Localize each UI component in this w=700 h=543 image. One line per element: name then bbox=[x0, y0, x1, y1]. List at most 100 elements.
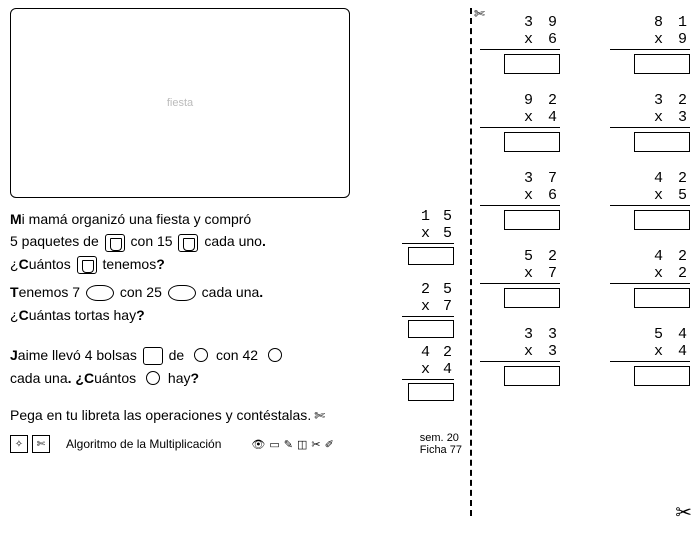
bold-dot: . ¿ bbox=[68, 370, 84, 386]
instruction-line: Pega en tu libreta las operaciones y con… bbox=[10, 407, 462, 424]
multiplier: x 2 bbox=[610, 265, 690, 284]
multiplier: x 7 bbox=[402, 298, 454, 317]
ficha-label: Ficha bbox=[420, 444, 447, 456]
footer-icon: ✄ bbox=[32, 435, 50, 453]
practice-row: 5 2x 74 2x 2 bbox=[480, 248, 690, 308]
problem-3-calc: 4 2 x 4 bbox=[402, 344, 462, 401]
practice-row: 3 9x 6 8 1x 9 bbox=[480, 14, 690, 74]
answer-box[interactable] bbox=[504, 54, 560, 74]
multiplicand: 3 2 bbox=[610, 92, 690, 109]
text: enemos 7 bbox=[19, 284, 84, 300]
bold-letter: C bbox=[19, 256, 29, 272]
problem-2: Tenemos 7 con 25 cada una. ¿Cuántas tort… bbox=[10, 281, 462, 338]
bold-qmark: ? bbox=[190, 370, 199, 386]
bold-dot: . bbox=[307, 407, 311, 423]
party-illustration: fiesta bbox=[10, 8, 350, 198]
answer-box[interactable] bbox=[634, 132, 690, 152]
text: ¿ bbox=[10, 256, 19, 272]
balloon-icon bbox=[190, 347, 210, 365]
answer-box[interactable] bbox=[504, 132, 560, 152]
multiplicand: 3 9 bbox=[480, 14, 560, 31]
answer-box[interactable] bbox=[634, 54, 690, 74]
answer-box[interactable] bbox=[504, 210, 560, 230]
glue-icon: ◫ bbox=[297, 438, 307, 451]
practice-row: 3 7x 64 2x 5 bbox=[480, 170, 690, 230]
bold-letter: C bbox=[84, 370, 94, 386]
text: cada una bbox=[198, 284, 260, 300]
practice-calc: 9 2x 4 bbox=[480, 92, 560, 152]
practice-calc: 3 2x 3 bbox=[610, 92, 690, 152]
illustration-placeholder: fiesta bbox=[167, 97, 193, 109]
cup-icon bbox=[105, 234, 125, 252]
problem-1-text: Mi mamá organizó una fiesta y compró 5 p… bbox=[10, 208, 340, 275]
worksheet-page: fiesta Mi mamá organizó una fiesta y com… bbox=[0, 0, 700, 543]
text: uántos bbox=[94, 370, 140, 386]
multiplicand: 9 2 bbox=[480, 92, 560, 109]
practice-calc: 3 3x 3 bbox=[480, 326, 560, 386]
bold-letter: J bbox=[10, 347, 18, 363]
right-column: 3 9x 68 1x 99 2x 43 2x 33 7x 64 2x 55 2x… bbox=[470, 8, 690, 535]
sem-value: 20 bbox=[447, 432, 459, 444]
left-column: fiesta Mi mamá organizó una fiesta y com… bbox=[10, 8, 470, 535]
text: ega en tu libreta las operaciones y cont… bbox=[19, 407, 307, 423]
answer-box[interactable] bbox=[634, 288, 690, 308]
multiplicand: 2 5 bbox=[402, 281, 454, 298]
multiplier: x 9 bbox=[610, 31, 690, 50]
scissors-icon: ✂ bbox=[675, 500, 692, 525]
answer-box[interactable] bbox=[408, 247, 454, 265]
answer-box[interactable] bbox=[408, 383, 454, 401]
problem-3: Jaime llevó 4 bolsas de con 42 cada una.… bbox=[10, 344, 462, 401]
bold-dot: . bbox=[259, 284, 263, 300]
walker-icon: ✄ bbox=[314, 408, 325, 424]
practice-calc: 4 2x 5 bbox=[610, 170, 690, 230]
multiplier: x 4 bbox=[402, 361, 454, 380]
text: con 25 bbox=[116, 284, 166, 300]
answer-box[interactable] bbox=[634, 210, 690, 230]
practice-row: 9 2x 4 3 2x 3 bbox=[480, 92, 690, 152]
ficha-value: 77 bbox=[450, 444, 462, 456]
problem-3-text: Jaime llevó 4 bolsas de con 42 cada una.… bbox=[10, 344, 340, 389]
answer-box[interactable] bbox=[408, 320, 454, 338]
crayon-icon: ✐ bbox=[325, 438, 334, 451]
multiplier: x 5 bbox=[402, 225, 454, 244]
text: cada una bbox=[10, 370, 68, 386]
bag-icon bbox=[143, 347, 163, 365]
text: i mamá organizó una fiesta y compró bbox=[22, 211, 252, 227]
text: uántos bbox=[29, 256, 75, 272]
answer-box[interactable] bbox=[504, 288, 560, 308]
multiplier: x 6 bbox=[480, 187, 560, 206]
practice-calc: 5 4x 4 bbox=[610, 326, 690, 386]
footer: ✧ ✄ Algoritmo de la Multiplicación 👁 ▭ ✎… bbox=[10, 432, 462, 456]
multiplier: x 6 bbox=[480, 31, 560, 50]
multiplier: x 5 bbox=[610, 187, 690, 206]
text: 5 paquetes de bbox=[10, 233, 103, 249]
pencil-icon: ✎ bbox=[284, 438, 293, 451]
multiplicand: 5 2 bbox=[480, 248, 560, 265]
cup-icon bbox=[178, 234, 198, 252]
bold-letter: C bbox=[19, 307, 29, 323]
bold-qmark: ? bbox=[136, 307, 145, 323]
multiplicand: 4 2 bbox=[610, 170, 690, 187]
text: con 42 bbox=[212, 347, 262, 363]
bold-letter: M bbox=[10, 211, 22, 227]
multiplier: x 3 bbox=[610, 109, 690, 128]
footer-icon: ✧ bbox=[10, 435, 28, 453]
cake-icon bbox=[168, 285, 196, 301]
text: con 15 bbox=[127, 233, 177, 249]
tray-icon bbox=[86, 285, 114, 301]
book-icon: ▭ bbox=[269, 438, 279, 451]
multiplicand: 1 5 bbox=[402, 208, 454, 225]
sem-label: sem. bbox=[420, 432, 444, 444]
problem-2-text: Tenemos 7 con 25 cada una. ¿Cuántas tort… bbox=[10, 281, 340, 326]
answer-box[interactable] bbox=[634, 366, 690, 386]
problem-2-calc: 2 5 x 7 bbox=[402, 281, 462, 338]
practice-calc: 4 2x 2 bbox=[610, 248, 690, 308]
practice-calc: 8 1x 9 bbox=[610, 14, 690, 74]
text: uántas tortas hay bbox=[29, 307, 136, 323]
balloon-icon bbox=[142, 370, 162, 388]
answer-box[interactable] bbox=[504, 366, 560, 386]
bold-letter: T bbox=[10, 284, 19, 300]
footer-mid-icons: 👁 ▭ ✎ ◫ ✂ ✐ bbox=[251, 438, 333, 451]
bold-dot: . bbox=[262, 233, 266, 249]
bold-letter: P bbox=[10, 407, 19, 423]
